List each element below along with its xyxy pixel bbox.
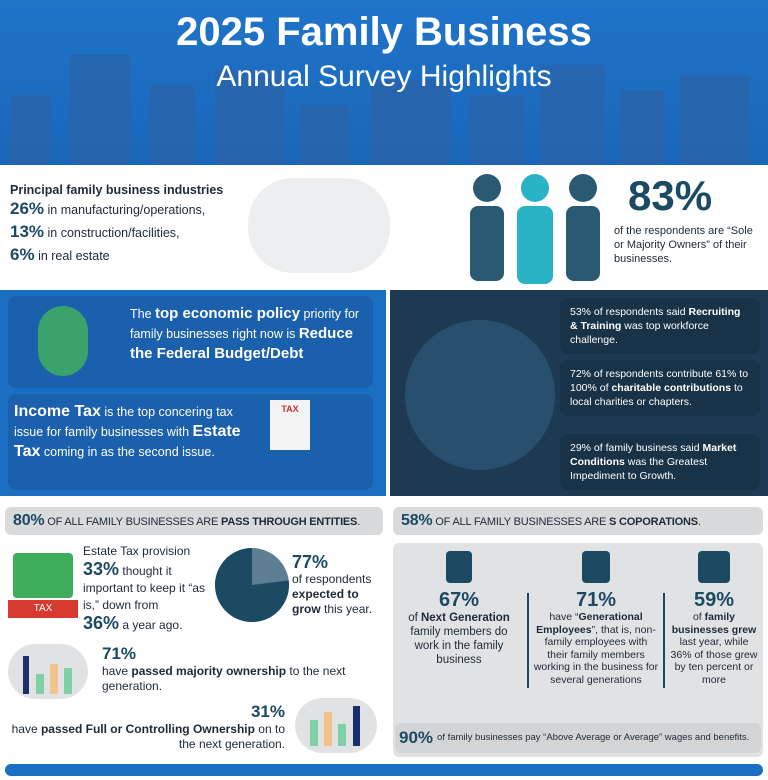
- full-ownership-text: 31% have passed Full or Controlling Owne…: [11, 702, 285, 751]
- office-team-illustration: [248, 178, 390, 273]
- footer-bar: [5, 764, 763, 776]
- divider: [663, 593, 665, 688]
- workforce-stat: 29% of family business said Market Condi…: [560, 434, 760, 490]
- workforce-panel: 53% of respondents said Recruiting & Tra…: [390, 290, 768, 496]
- grow-pie-chart: [215, 548, 289, 622]
- workforce-stat: 53% of respondents said Recruiting & Tra…: [560, 298, 760, 354]
- policy-text: The top economic policy priority for fam…: [130, 305, 360, 362]
- owners-text: of the respondents are “Sole or Majority…: [614, 225, 753, 265]
- pie-slice-grow: [215, 548, 289, 622]
- s-corp-bar: 58% OF ALL FAMILY BUSINESSES ARE S COPOR…: [393, 507, 763, 535]
- stat-business-growth: 59% of family businesses grew last year,…: [668, 551, 760, 686]
- header-banner: 2025 Family Business Annual Survey Highl…: [0, 0, 768, 165]
- policy-box: The top economic policy priority for fam…: [8, 296, 373, 388]
- title-line2: Annual Survey Highlights: [216, 60, 552, 93]
- industries-heading: Principal family business industries: [10, 183, 224, 197]
- industry-item: 26% in manufacturing/operations,: [10, 199, 206, 218]
- tax-document-icon: TAX: [270, 400, 310, 450]
- bar-chart-bubble-icon: [8, 644, 88, 699]
- industries-section: Principal family business industries 26%…: [10, 182, 245, 267]
- meeting-illustration: [405, 320, 555, 470]
- pass-through-bar: 80% OF ALL FAMILY BUSINESSES ARE PASS TH…: [5, 507, 383, 535]
- industry-item: 6% in real estate: [10, 245, 110, 264]
- tax-text: Income Tax is the top concering tax issu…: [14, 403, 241, 460]
- stats-panel: 67% of Next Generation family members do…: [393, 543, 763, 757]
- divider: [527, 593, 529, 688]
- clipboard-checklist-icon: [446, 551, 472, 583]
- industry-item: 13% in construction/facilities,: [10, 222, 180, 241]
- bar-chart-bubble-icon: [295, 698, 377, 753]
- people-icon: [465, 172, 605, 287]
- hands-family-icon: [582, 551, 610, 583]
- majority-text: 71% have passed majority ownership to th…: [102, 644, 346, 693]
- grow-text: 77% of respondents expected to grow this…: [292, 552, 373, 616]
- stat-generational-employees: 71% have “Generational Employees”, that …: [533, 551, 659, 686]
- tax-box: Income Tax is the top concering tax issu…: [8, 394, 373, 490]
- wages-bar: 90% of family businesses pay “Above Aver…: [395, 723, 761, 753]
- workforce-stat: 72% of respondents contribute 61% to 100…: [560, 360, 760, 416]
- growth-chart-icon: [698, 551, 730, 583]
- globe-illustration: [38, 306, 88, 376]
- policy-panel: The top economic policy priority for fam…: [0, 290, 386, 496]
- title-line1: 2025 Family Business: [176, 10, 592, 54]
- tax-money-icon: TAX: [8, 548, 78, 628]
- owners-pct: 83%: [628, 172, 713, 219]
- stat-next-generation: 67% of Next Generation family members do…: [398, 551, 520, 667]
- estate-tax-text: Estate Tax provision 33% thought it impo…: [83, 544, 206, 633]
